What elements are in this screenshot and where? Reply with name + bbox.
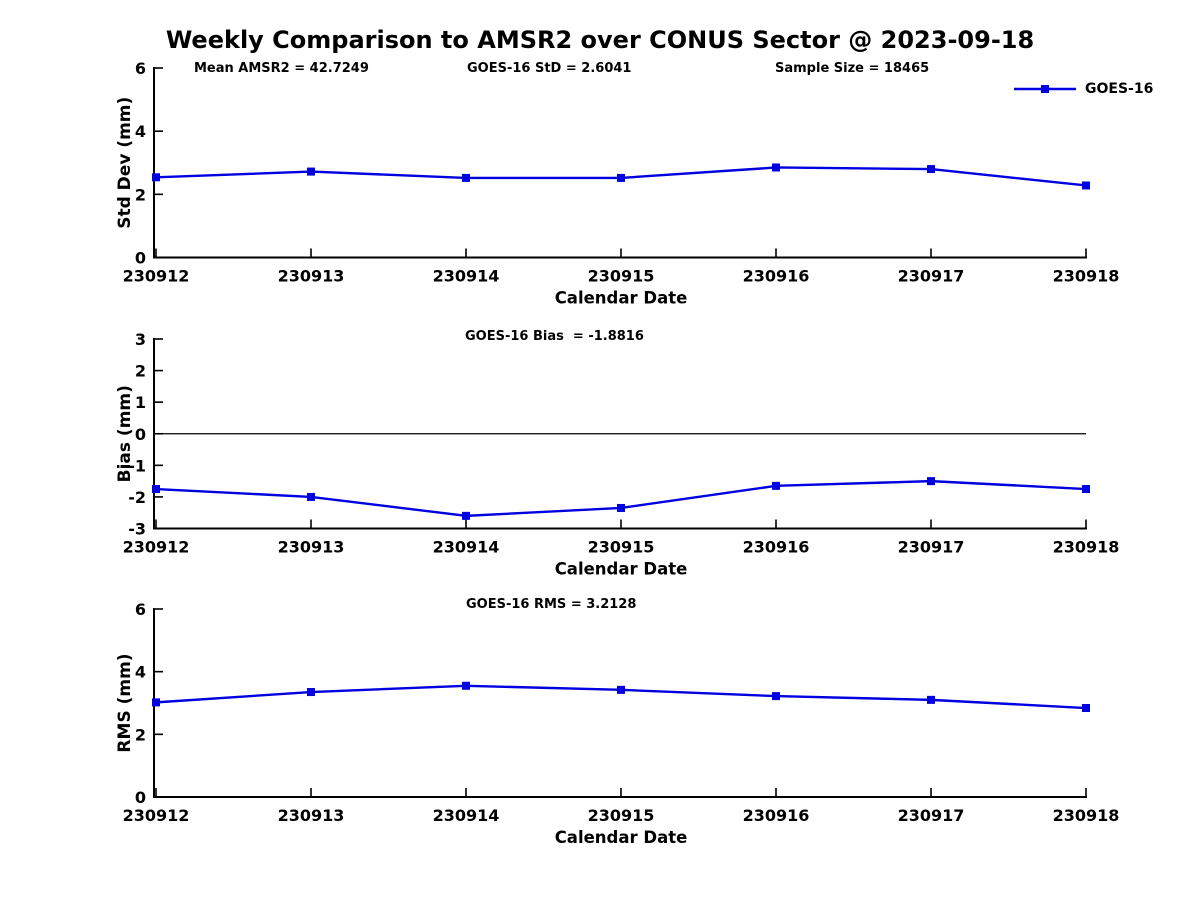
y-axis-label: Bias (mm) xyxy=(115,385,135,482)
y-tick-label: 2 xyxy=(135,185,146,204)
y-tick-label: -2 xyxy=(128,488,146,507)
x-tick-label: 230918 xyxy=(1053,806,1120,825)
data-point-marker xyxy=(307,688,315,697)
x-tick-label: 230917 xyxy=(898,267,965,286)
annotation-goes-rms: GOES-16 RMS = 3.2128 xyxy=(466,597,637,612)
x-tick-label: 230914 xyxy=(433,538,500,557)
annotation-sample-size: Sample Size = 18465 xyxy=(775,61,930,76)
y-tick-label: 4 xyxy=(135,663,146,682)
y-tick-label: 0 xyxy=(135,788,146,807)
y-tick-label: -1 xyxy=(128,456,146,475)
x-tick-label: 230915 xyxy=(588,538,655,557)
x-tick-label: 230912 xyxy=(123,538,190,557)
y-axis-label: RMS (mm) xyxy=(115,653,135,752)
data-point-marker xyxy=(462,511,470,520)
x-tick-label: 230912 xyxy=(123,267,190,286)
y-tick-label: 0 xyxy=(135,425,146,444)
legend-label: GOES-16 xyxy=(1085,81,1154,97)
data-point-marker xyxy=(462,681,470,690)
y-tick-label: 6 xyxy=(135,59,146,78)
x-tick-label: 230917 xyxy=(898,538,965,557)
data-point-marker xyxy=(927,165,935,174)
data-point-marker xyxy=(152,173,160,182)
x-tick-label: 230912 xyxy=(123,806,190,825)
data-point-marker xyxy=(462,173,470,182)
x-axis-label: Calendar Date xyxy=(555,828,688,847)
x-axis-label: Calendar Date xyxy=(555,289,688,308)
x-axis-label: Calendar Date xyxy=(555,560,688,579)
data-point-marker xyxy=(1082,485,1090,494)
annotation-goes-bias: GOES-16 Bias = -1.8816 xyxy=(465,329,644,344)
x-tick-label: 230916 xyxy=(743,267,810,286)
y-tick-label: 4 xyxy=(135,122,146,141)
data-point-marker xyxy=(772,692,780,701)
x-tick-label: 230915 xyxy=(588,806,655,825)
x-tick-label: 230913 xyxy=(278,806,345,825)
x-tick-label: 230918 xyxy=(1053,267,1120,286)
data-point-marker xyxy=(772,163,780,172)
data-point-marker xyxy=(152,698,160,707)
data-point-marker xyxy=(617,685,625,694)
data-point-marker xyxy=(927,695,935,704)
y-tick-label: 6 xyxy=(135,600,146,619)
y-axis-label: Std Dev (mm) xyxy=(115,97,135,229)
data-point-marker xyxy=(772,481,780,490)
annotation-mean-amsr2: Mean AMSR2 = 42.7249 xyxy=(194,61,369,76)
data-point-marker xyxy=(307,167,315,176)
x-tick-label: 230914 xyxy=(433,267,500,286)
legend: GOES-16 xyxy=(1012,80,1153,98)
y-tick-label: 2 xyxy=(135,362,146,381)
data-point-marker xyxy=(617,173,625,182)
x-tick-label: 230916 xyxy=(743,806,810,825)
data-point-marker xyxy=(1082,704,1090,713)
annotation-goes-std: GOES-16 StD = 2.6041 xyxy=(467,61,632,76)
data-point-marker xyxy=(152,485,160,494)
data-point-marker xyxy=(1082,181,1090,190)
y-tick-label: 2 xyxy=(135,725,146,744)
data-point-marker xyxy=(617,503,625,512)
figure-title: Weekly Comparison to AMSR2 over CONUS Se… xyxy=(165,26,1035,54)
x-tick-label: 230914 xyxy=(433,806,500,825)
x-tick-label: 230918 xyxy=(1053,538,1120,557)
x-tick-label: 230915 xyxy=(588,267,655,286)
x-tick-label: 230916 xyxy=(743,538,810,557)
x-tick-label: 230913 xyxy=(278,267,345,286)
data-point-marker xyxy=(307,492,315,501)
x-tick-label: 230913 xyxy=(278,538,345,557)
y-tick-label: 0 xyxy=(135,249,146,268)
y-tick-label: 1 xyxy=(135,393,146,412)
data-point-marker xyxy=(927,477,935,486)
y-tick-label: 3 xyxy=(135,330,146,349)
legend-line-sample-icon xyxy=(1014,85,1076,93)
x-tick-label: 230917 xyxy=(898,806,965,825)
y-tick-label: -3 xyxy=(128,520,146,539)
